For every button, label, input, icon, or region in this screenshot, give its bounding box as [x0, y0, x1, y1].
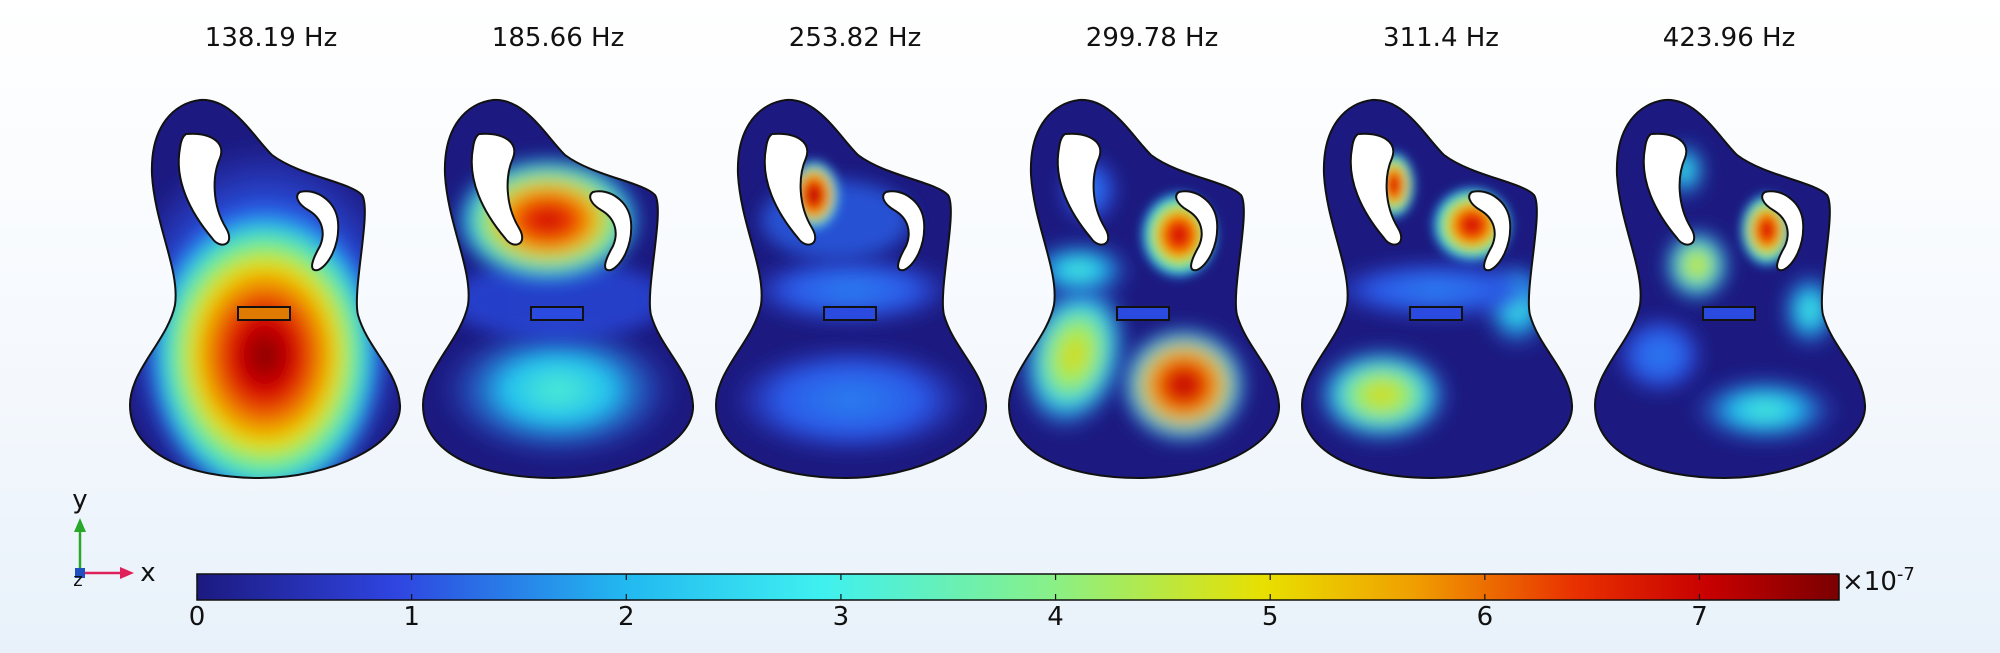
colorbar-tick-label: 5: [1262, 602, 1279, 632]
colorbar-gradient: [196, 573, 1840, 601]
mode-1-frequency: 138.19 Hz: [205, 23, 337, 53]
colorbar-tick-label: 3: [833, 602, 850, 632]
colorbar-tick-label: 0: [189, 602, 206, 632]
mode-6-frequency: 423.96 Hz: [1663, 23, 1795, 53]
mode-shape-4: [1008, 98, 1281, 479]
axis-triad: y x z: [72, 485, 155, 591]
z-axis-marker: [75, 568, 85, 578]
mode-shape-1: [129, 98, 402, 479]
colorbar-ticks: 0 1 2 3 4 5 6 7: [189, 574, 1708, 632]
y-axis-arrowhead: [74, 518, 86, 532]
colorbar-multiplier-exponent: -7: [1897, 564, 1915, 585]
mode-5-frequency: 311.4 Hz: [1383, 23, 1499, 53]
mode-shape-3: [715, 98, 988, 479]
colorbar-tick-label: 4: [1047, 602, 1064, 632]
mode-2-frequency: 185.66 Hz: [492, 23, 624, 53]
x-axis-label: x: [140, 558, 155, 588]
colorbar-multiplier: ×10-7: [1842, 564, 1915, 597]
mode-shape-6: [1594, 98, 1867, 479]
mode-4-frequency: 299.78 Hz: [1086, 23, 1218, 53]
colorbar-multiplier-base: ×10: [1842, 567, 1897, 597]
colorbar-tick-label: 7: [1691, 602, 1708, 632]
colorbar-tick-label: 6: [1477, 602, 1494, 632]
colorbar-tick-label: 1: [403, 602, 420, 632]
mode-shape-2: [422, 98, 695, 479]
mode-shape-5: [1301, 98, 1574, 479]
colorbar-tick-label: 2: [618, 602, 635, 632]
z-axis-label: z: [73, 570, 82, 591]
x-axis-arrowhead: [120, 567, 134, 579]
colorbar: 0 1 2 3 4 5 6 7 ×10-7: [189, 564, 1915, 632]
mode-3-frequency: 253.82 Hz: [789, 23, 921, 53]
y-axis-label: y: [72, 485, 87, 515]
